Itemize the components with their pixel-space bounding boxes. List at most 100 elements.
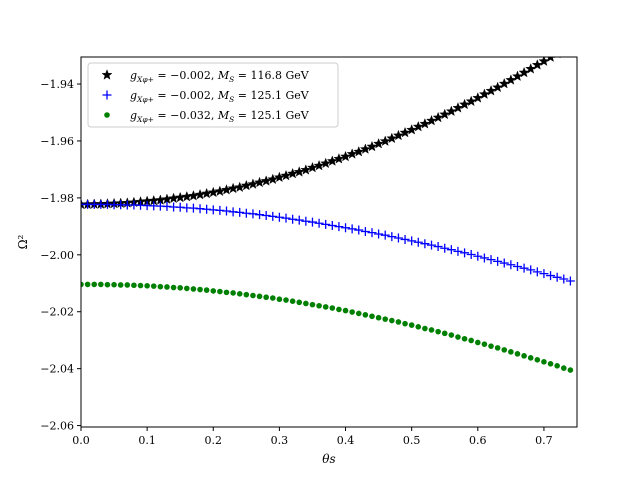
data-point bbox=[486, 255, 496, 265]
data-point bbox=[91, 281, 98, 288]
plot-frame bbox=[80, 56, 578, 428]
legend-label-part: = 125.1 GeV bbox=[234, 89, 309, 102]
data-point bbox=[301, 216, 311, 226]
legend-label-part: Xφ+ bbox=[136, 115, 154, 124]
data-point bbox=[527, 355, 534, 361]
legend-label-part: Xφ+ bbox=[136, 95, 154, 104]
data-point bbox=[269, 295, 276, 301]
data-point bbox=[309, 301, 316, 308]
data-point bbox=[321, 219, 331, 229]
legend-frame bbox=[87, 62, 339, 128]
data-point bbox=[531, 59, 543, 70]
data-point bbox=[342, 307, 349, 314]
data-point bbox=[419, 118, 431, 129]
data-point bbox=[322, 304, 329, 310]
data-point bbox=[367, 228, 377, 238]
legend-label-part: M bbox=[217, 69, 230, 82]
data-point bbox=[380, 230, 390, 240]
data-point bbox=[379, 135, 391, 146]
data-point bbox=[427, 240, 437, 250]
data-point bbox=[526, 265, 536, 275]
x-tick-label: 0.2 bbox=[205, 434, 223, 447]
data-point bbox=[386, 132, 398, 144]
data-point bbox=[554, 363, 560, 369]
data-point bbox=[124, 282, 131, 288]
y-tick-label: −2.04 bbox=[40, 363, 74, 376]
legend-label-part: M bbox=[217, 109, 230, 122]
data-point bbox=[400, 234, 410, 244]
legend-label-part: Xφ+ bbox=[136, 75, 154, 84]
series-2 bbox=[81, 199, 575, 286]
data-point bbox=[546, 271, 556, 281]
legend-label: gXφ+ = −0.002, MS = 116.8 GeV bbox=[130, 69, 310, 84]
data-point bbox=[289, 298, 296, 305]
data-point bbox=[432, 111, 444, 123]
data-point bbox=[360, 226, 370, 236]
data-point bbox=[492, 81, 504, 93]
legend-label-part: g bbox=[130, 89, 137, 102]
data-point bbox=[415, 324, 422, 330]
data-point bbox=[468, 337, 474, 344]
series-layer bbox=[81, 57, 575, 373]
data-point bbox=[387, 232, 397, 242]
data-point bbox=[326, 155, 338, 166]
data-point bbox=[448, 332, 455, 338]
data-point bbox=[539, 269, 549, 279]
data-point bbox=[353, 146, 365, 157]
data-point bbox=[359, 143, 371, 154]
data-point bbox=[170, 284, 177, 291]
data-point bbox=[408, 322, 415, 328]
data-point bbox=[514, 351, 521, 357]
data-point bbox=[519, 263, 529, 273]
data-point bbox=[340, 150, 352, 162]
data-point bbox=[547, 361, 554, 367]
data-point bbox=[235, 207, 245, 217]
data-point bbox=[236, 291, 243, 297]
legend-marker bbox=[104, 112, 110, 118]
data-point bbox=[459, 98, 471, 110]
data-point bbox=[276, 296, 283, 303]
legend-marker bbox=[101, 69, 113, 80]
data-point bbox=[453, 246, 463, 256]
data-point bbox=[137, 282, 144, 289]
y-tick-label: −1.98 bbox=[40, 192, 74, 205]
data-point bbox=[104, 281, 111, 288]
data-point bbox=[280, 169, 292, 181]
data-point bbox=[197, 286, 203, 293]
data-point bbox=[190, 286, 197, 292]
data-point bbox=[461, 335, 468, 342]
data-point bbox=[413, 237, 423, 247]
data-point bbox=[223, 289, 230, 296]
data-point bbox=[320, 157, 332, 169]
data-point bbox=[203, 287, 210, 293]
data-point bbox=[406, 124, 418, 135]
data-point bbox=[412, 120, 424, 132]
y-tick-label: −2.02 bbox=[40, 306, 74, 319]
legend-label-part: = −0.032, bbox=[154, 109, 218, 122]
data-point bbox=[460, 248, 470, 258]
data-point bbox=[465, 95, 477, 107]
x-tick-label: 0.6 bbox=[469, 434, 487, 447]
data-point bbox=[560, 365, 567, 371]
data-point bbox=[84, 281, 91, 288]
data-point bbox=[306, 161, 318, 173]
data-point bbox=[366, 140, 378, 152]
data-point bbox=[268, 211, 278, 221]
data-point bbox=[81, 281, 84, 288]
legend-label: gXφ+ = −0.002, MS = 125.1 GeV bbox=[130, 89, 310, 104]
data-point bbox=[150, 283, 157, 289]
legend-label-part: S bbox=[229, 115, 234, 124]
data-point bbox=[117, 282, 124, 288]
y-axis-label: Ω² bbox=[16, 234, 30, 249]
data-point bbox=[255, 210, 265, 220]
data-point bbox=[505, 74, 517, 85]
data-point bbox=[455, 334, 461, 340]
data-point bbox=[382, 316, 389, 322]
data-point bbox=[481, 341, 488, 347]
data-point bbox=[479, 253, 489, 263]
data-point bbox=[362, 312, 369, 318]
data-point bbox=[441, 330, 448, 337]
data-point bbox=[433, 242, 443, 252]
data-point bbox=[314, 218, 324, 228]
data-point bbox=[439, 108, 451, 120]
